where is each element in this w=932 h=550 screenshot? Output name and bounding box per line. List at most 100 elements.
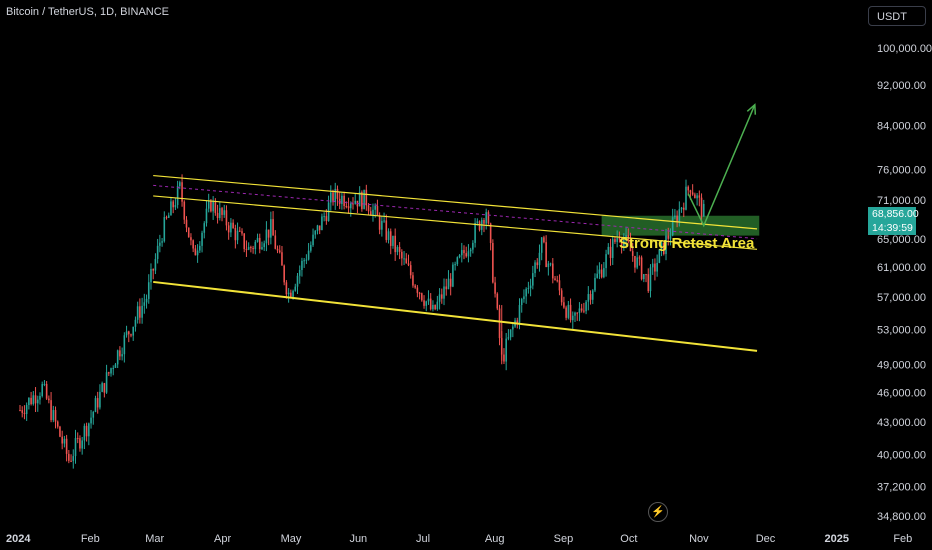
candle-body [520, 299, 523, 306]
candle-body [79, 438, 81, 449]
candle-body [654, 263, 656, 272]
candle-body [196, 250, 199, 256]
channel-upper-inner-line[interactable] [153, 195, 758, 250]
candle-body [374, 205, 376, 210]
arrow-head [746, 103, 757, 115]
candle-body [110, 368, 112, 374]
y-tick-label: 40,000.00 [877, 449, 926, 461]
candle-body [702, 203, 705, 217]
candle-body [314, 230, 317, 235]
chart-title: Bitcoin / TetherUS, 1D, BINANCE [6, 6, 170, 18]
candle-body [594, 277, 596, 291]
candle-body [534, 262, 536, 274]
candle-body [389, 231, 392, 246]
candle-body [598, 269, 601, 274]
candle-body [631, 251, 634, 256]
y-tick-label: 49,000.00 [877, 359, 926, 371]
candle-body [529, 285, 532, 289]
lightning-bolt-icon[interactable]: ⚡ [648, 502, 668, 522]
candle-body [39, 395, 41, 400]
y-tick-label: 34,800.00 [877, 511, 926, 523]
bar-countdown: 14:39:59 [868, 221, 916, 235]
candle-body [63, 438, 66, 444]
candle-body [332, 192, 334, 203]
candle-body [48, 398, 50, 401]
candle-body [569, 304, 572, 321]
candle-body [83, 425, 86, 441]
y-tick-label: 43,000.00 [877, 417, 926, 429]
candle-body [99, 391, 101, 408]
candle-body [130, 334, 132, 336]
candle-body [403, 258, 405, 260]
y-tick-label: 65,000.00 [877, 234, 926, 246]
candle-body [558, 280, 561, 291]
candle-body [540, 237, 543, 253]
candle-body [54, 410, 57, 422]
candle-body [498, 308, 501, 339]
candle-body [163, 217, 166, 242]
candle-body [489, 223, 492, 243]
candle-body [418, 292, 421, 294]
candle-body [285, 282, 288, 295]
candle-body [201, 232, 203, 246]
candle-body [125, 331, 128, 336]
channel-lower-line[interactable] [153, 280, 758, 352]
candle-body [227, 225, 230, 233]
candle-body [245, 249, 248, 251]
candle-body [243, 233, 246, 250]
x-tick-label: Sep [554, 533, 574, 545]
candle-body [556, 280, 559, 282]
candle-body [638, 257, 641, 259]
candle-body [585, 301, 587, 312]
candle-body [236, 230, 239, 241]
candle-body [181, 182, 183, 202]
channel-upper-line[interactable] [153, 174, 758, 230]
candle-body [425, 301, 428, 306]
candle-body [591, 290, 594, 300]
candle-body [478, 221, 481, 230]
candle-body [70, 460, 72, 462]
candle-body [671, 217, 674, 236]
candle-body [43, 383, 46, 385]
candle-body [159, 242, 161, 246]
candle-body [492, 242, 494, 283]
candle-body [74, 438, 77, 457]
candle-body [136, 306, 139, 320]
candle-body [34, 395, 37, 404]
candle-body [392, 235, 394, 246]
candle-body [90, 417, 92, 424]
candle-body [596, 273, 598, 278]
candle-body [270, 219, 272, 238]
candle-body [676, 215, 678, 223]
candle-body [216, 212, 219, 219]
candle-body [600, 269, 603, 278]
candle-body [238, 230, 241, 232]
candle-body [441, 294, 443, 299]
candle-body [123, 335, 126, 355]
candle-body [52, 410, 55, 421]
candle-body [219, 208, 221, 219]
candle-body [634, 255, 636, 268]
candle-body [114, 364, 117, 368]
candle-body [611, 239, 614, 258]
x-tick-label: 2025 [825, 533, 849, 545]
candle-body [143, 302, 146, 306]
candle-body [456, 257, 459, 265]
projection-arrow[interactable] [687, 104, 756, 228]
candle-body [640, 257, 643, 280]
candle-body [172, 201, 174, 208]
candle-body [687, 186, 690, 191]
candle-body [250, 247, 252, 249]
candle-body [421, 293, 423, 301]
candle-body [321, 216, 323, 231]
candle-body [23, 412, 26, 414]
currency-button[interactable]: USDT [868, 6, 926, 26]
candle-body [256, 237, 259, 242]
x-tick-label: Nov [689, 533, 709, 545]
candle-body [649, 267, 652, 292]
candle-body [398, 246, 401, 252]
candle-body [620, 239, 623, 246]
candle-body [154, 258, 157, 271]
retest-zone[interactable] [601, 215, 760, 236]
